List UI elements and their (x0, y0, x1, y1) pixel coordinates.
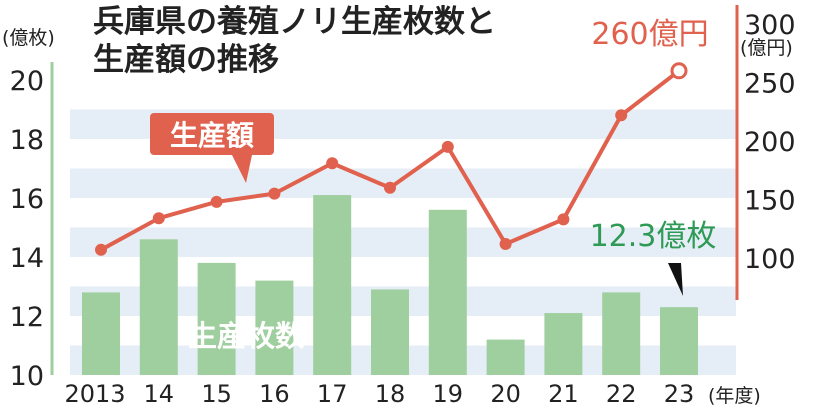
line-point-14 (152, 212, 165, 225)
right-tick-label: 100 (744, 244, 796, 275)
line-point-23 (670, 62, 688, 80)
x-axis-unit: (年度) (708, 385, 761, 407)
bar-2013 (82, 292, 120, 375)
left-tick-label: 12 (10, 302, 44, 333)
left-tick-label: 16 (10, 184, 44, 215)
right-tick-label: 300 (744, 10, 796, 41)
right-axis-unit: (億円) (740, 37, 793, 59)
chart-title-line1: 兵庫県の養殖ノリ生産枚数と (93, 4, 496, 40)
x-tick-label: 2013 (64, 380, 125, 408)
line-point-18 (384, 181, 396, 194)
x-tick-label: 20 (490, 380, 521, 408)
x-tick-label: 14 (144, 380, 175, 408)
left-tick-label: 10 (10, 361, 44, 392)
bar-17 (313, 195, 352, 375)
left-tick-label: 18 (10, 125, 44, 156)
x-tick-label: 15 (201, 380, 232, 408)
x-tick-label: 21 (548, 380, 579, 408)
bar-22 (602, 292, 641, 375)
bar-16 (255, 280, 294, 375)
x-tick-label: 22 (606, 380, 637, 408)
bar-15 (197, 262, 236, 375)
line-series-label-pointer (232, 155, 252, 183)
right-tick-label: 250 (744, 69, 796, 100)
bar-last-annotation-pointer (668, 263, 683, 296)
bar-14 (139, 239, 178, 375)
bar-19 (428, 209, 467, 375)
line-series (95, 62, 688, 256)
x-tick-label: 17 (317, 380, 348, 408)
bar-18 (371, 289, 409, 375)
line-series-label-box (150, 113, 274, 155)
axes: 10 12 14 16 18 20 100 150 200 250 300 2013 14 15 16 17 1… (10, 5, 796, 408)
x-tick-label: 23 (664, 380, 695, 408)
line-point-2013 (95, 243, 107, 256)
grid-band (70, 227, 736, 257)
line-point-15 (210, 195, 223, 208)
right-tick-label: 200 (744, 127, 796, 158)
chart-title-line2: 生産額の推移 (93, 42, 279, 78)
x-tick-label: 18 (375, 380, 406, 408)
line-point-16 (268, 187, 281, 200)
bar-last-annotation: 12.3億枚 (590, 219, 717, 254)
line-series-label: 生産額 (150, 113, 274, 183)
left-axis-unit: (億枚) (2, 27, 55, 49)
line-point-22 (615, 109, 628, 122)
line-point-19 (441, 140, 454, 153)
left-tick-label: 20 (10, 66, 44, 97)
x-tick-label: 19 (433, 380, 464, 408)
grid-band (70, 168, 736, 198)
line-point-20 (499, 237, 512, 250)
bar-23 (660, 307, 698, 375)
bar-20 (486, 339, 525, 375)
x-tick-label: 16 (259, 380, 290, 408)
right-tick-label: 150 (744, 186, 796, 217)
line-point-17 (326, 157, 339, 170)
bar-21 (544, 313, 583, 375)
bar-series-label: 生産枚数 (188, 319, 305, 353)
line-series-label-text: 生産額 (170, 119, 254, 152)
line-point-21 (557, 213, 570, 226)
line-last-annotation: 260億円 (591, 17, 708, 52)
left-tick-label: 14 (10, 243, 44, 274)
bar-series (82, 195, 698, 375)
